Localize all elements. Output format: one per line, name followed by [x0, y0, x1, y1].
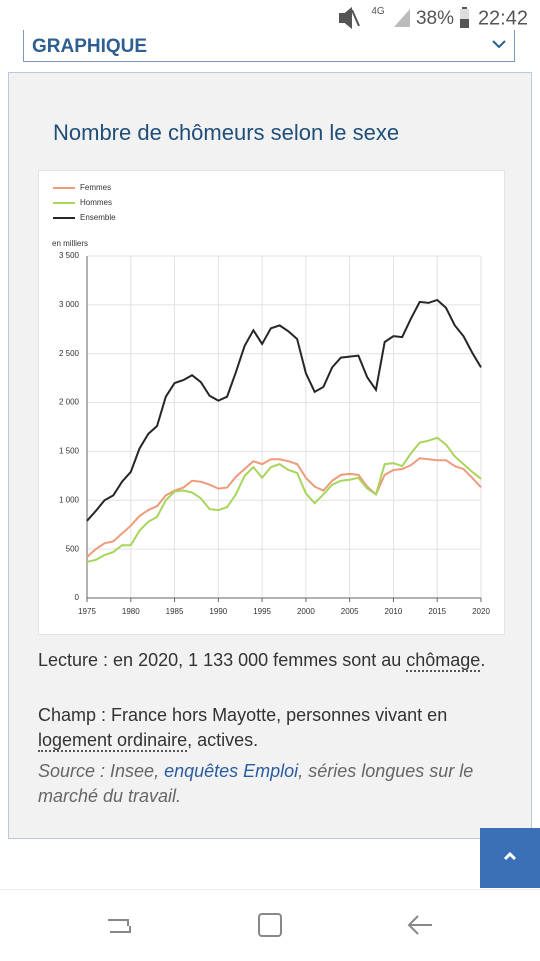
x-tick-label: 2005 [341, 607, 359, 616]
chart-container: en milliers 0 500 1 000 1 500 2 000 2 500 3 00… [38, 170, 505, 635]
x-tick-label: 2000 [297, 607, 315, 616]
source-link[interactable]: enquêtes Emploi [164, 761, 299, 781]
signal-icon [394, 9, 410, 27]
series-line [86, 298, 482, 522]
glossary-term[interactable]: chômage [406, 650, 481, 672]
x-tick-label: 1980 [122, 607, 140, 616]
home-button[interactable] [258, 913, 282, 937]
dropdown[interactable]: GRAPHIQUE [23, 30, 515, 62]
dropdown-label: GRAPHIQUE [32, 36, 148, 57]
x-tick-label: 1985 [166, 607, 184, 616]
legend-label: Hommes [80, 198, 112, 207]
chevron [492, 40, 506, 49]
legend-label: Femmes [80, 183, 111, 192]
mute-icon [339, 6, 360, 30]
x-tick-label: 1990 [209, 607, 227, 616]
nav-bar [0, 889, 540, 961]
series-line [86, 457, 482, 558]
battery-icon [460, 7, 469, 28]
legend-label: Ensemble [80, 213, 116, 222]
x-tick-label: 2015 [428, 607, 446, 616]
note-text: Source : Insee, [38, 761, 160, 781]
lecture-note: Lecture : en 2020, 1 133 000 femmes sont… [38, 648, 508, 673]
note-text: . [480, 650, 486, 670]
source-note: Source : Insee, enquêtes Emploi, séries … [38, 759, 508, 809]
series-line [86, 436, 482, 563]
clock: 22:42 [478, 7, 528, 29]
battery-label: 38% [416, 8, 454, 29]
x-tick-label: 2020 [472, 607, 490, 616]
chart: en milliers 0 500 1 000 1 500 2 000 2 500 3 00… [52, 183, 490, 616]
glossary-term[interactable]: logement ordinaire [38, 730, 188, 752]
y-unit: en milliers [52, 239, 88, 248]
x-tick-label: 1995 [253, 607, 271, 616]
note-text: Champ : France hors Mayotte, personnes v… [38, 705, 448, 725]
chart-title: Nombre de chômeurs selon le sexe [53, 120, 400, 145]
y-tick-label: 500 [66, 544, 80, 553]
y-tick-label: 2 000 [59, 398, 80, 407]
y-tick-label: 1 000 [59, 495, 80, 504]
up-arrow [503, 851, 517, 861]
champ-note: Champ : France hors Mayotte, personnes v… [38, 703, 508, 753]
scroll-top-button[interactable] [480, 828, 540, 888]
network-label: 4G [371, 6, 385, 17]
y-tick-label: 1 500 [59, 447, 80, 456]
y-tick-label: 0 [75, 593, 80, 602]
y-tick-label: 2 500 [59, 349, 80, 358]
note-text: Lecture : en 2020, 1 133 000 femmes sont… [38, 650, 402, 670]
y-tick-label: 3 500 [59, 251, 80, 260]
y-tick-label: 3 000 [59, 300, 80, 309]
note-text: , actives. [187, 730, 259, 750]
recent-apps-button[interactable] [108, 919, 131, 933]
status-bar: 4G 38% 22:42 [339, 6, 528, 30]
back-button[interactable] [407, 915, 432, 935]
x-tick-label: 1975 [78, 607, 96, 616]
x-tick-label: 2010 [385, 607, 403, 616]
note-text: , séries longues sur le marché du travai… [38, 761, 474, 806]
